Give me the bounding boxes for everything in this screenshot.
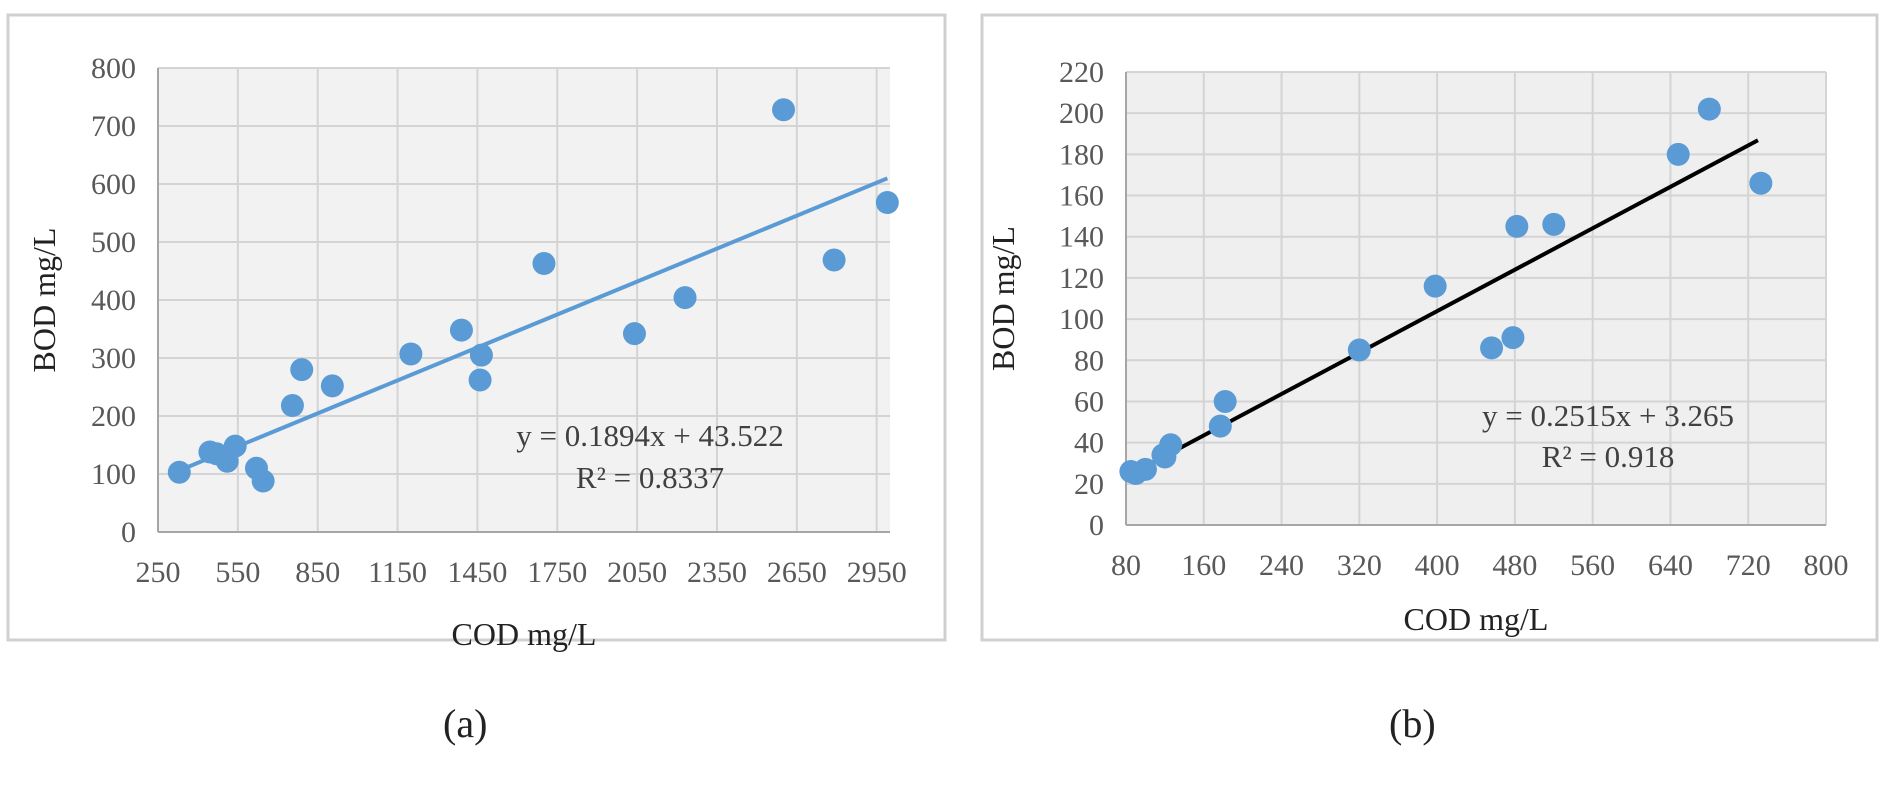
trendline — [178, 176, 889, 473]
data-point — [1213, 389, 1237, 413]
plot-area — [1126, 72, 1826, 525]
y-tick-label: 140 — [1059, 221, 1104, 254]
x-tick-label: 1150 — [368, 556, 427, 589]
r-squared-label: R² = 0.918 — [1542, 439, 1675, 474]
x-axis-title: COD mg/L — [452, 616, 597, 652]
data-point — [1501, 326, 1525, 350]
data-point — [875, 191, 899, 215]
data-point — [320, 374, 344, 398]
y-tick-label: 100 — [91, 458, 136, 491]
y-tick-label: 300 — [91, 342, 136, 375]
x-tick-label: 1450 — [447, 556, 507, 589]
data-point — [772, 98, 796, 122]
data-point — [1208, 414, 1232, 438]
data-point — [469, 343, 493, 367]
y-tick-label: 0 — [121, 516, 136, 549]
x-tick-label: 320 — [1337, 549, 1382, 582]
x-tick-label: 720 — [1726, 549, 1771, 582]
data-point — [673, 286, 697, 310]
data-point — [1159, 433, 1183, 457]
y-tick-label: 40 — [1074, 427, 1104, 460]
trendline-equation: y = 0.2515x + 3.265 — [1482, 398, 1734, 433]
data-point — [468, 368, 492, 392]
data-point — [223, 434, 247, 458]
x-axis-title: COD mg/L — [1404, 601, 1549, 637]
x-tick-label: 800 — [1804, 549, 1849, 582]
data-point — [1347, 338, 1371, 362]
y-axis-title: BOD mg/L — [26, 228, 62, 373]
x-tick-label: 480 — [1492, 549, 1537, 582]
y-tick-label: 60 — [1074, 385, 1104, 418]
data-point — [280, 394, 304, 418]
x-tick-label: 640 — [1648, 549, 1693, 582]
y-axis-title: BOD mg/L — [985, 226, 1021, 371]
data-point — [449, 318, 473, 342]
y-tick-label: 500 — [91, 226, 136, 259]
data-point — [167, 460, 191, 484]
x-tick-label: 160 — [1181, 549, 1226, 582]
data-point — [1480, 336, 1504, 360]
x-tick-label: 400 — [1415, 549, 1460, 582]
y-tick-label: 20 — [1074, 468, 1104, 501]
y-tick-label: 200 — [91, 400, 136, 433]
data-point — [622, 322, 646, 346]
data-point — [822, 248, 846, 272]
data-point — [1666, 142, 1690, 166]
data-point — [1697, 97, 1721, 121]
x-tick-label: 240 — [1259, 549, 1304, 582]
x-tick-label: 2050 — [607, 556, 667, 589]
y-tick-label: 400 — [91, 284, 136, 317]
trendline — [1129, 138, 1759, 477]
data-point — [1749, 171, 1773, 195]
x-tick-label: 2350 — [687, 556, 747, 589]
x-tick-label: 850 — [295, 556, 340, 589]
data-point — [251, 469, 275, 493]
x-tick-label: 80 — [1111, 549, 1141, 582]
chart-panel-a: 0 100 200 300 400 500 600 700 800 250 550 850 1150 14… — [6, 13, 947, 652]
data-point — [399, 342, 423, 366]
y-tick-label: 120 — [1059, 262, 1104, 295]
y-tick-label: 600 — [91, 168, 136, 201]
x-tick-label: 2650 — [767, 556, 827, 589]
data-point — [1542, 212, 1566, 236]
y-tick-label: 200 — [1059, 97, 1104, 130]
y-tick-label: 220 — [1059, 56, 1104, 89]
data-point — [1505, 214, 1529, 238]
data-point — [1133, 457, 1157, 481]
x-tick-label: 2950 — [847, 556, 907, 589]
data-point — [290, 358, 314, 382]
data-point — [1423, 274, 1447, 298]
chart-panel-b: 0 20 40 60 80 100 120 140 160 180 200 220 80 160 240 32… — [980, 13, 1879, 642]
trendline-equation: y = 0.1894x + 43.522 — [516, 418, 783, 453]
x-tick-label: 250 — [136, 556, 181, 589]
x-tick-label: 550 — [215, 556, 260, 589]
y-tick-label: 160 — [1059, 180, 1104, 213]
panel-label-b: (b) — [1389, 701, 1436, 746]
y-tick-label: 0 — [1089, 509, 1104, 542]
y-tick-label: 80 — [1074, 344, 1104, 377]
panel-label-a: (a) — [443, 701, 488, 746]
r-squared-label: R² = 0.8337 — [576, 460, 724, 495]
y-tick-label: 100 — [1059, 303, 1104, 336]
y-tick-label: 800 — [91, 52, 136, 85]
y-tick-label: 700 — [91, 110, 136, 143]
y-tick-label: 180 — [1059, 138, 1104, 171]
data-point — [532, 251, 556, 275]
x-tick-label: 1750 — [527, 556, 587, 589]
x-tick-label: 560 — [1570, 549, 1615, 582]
